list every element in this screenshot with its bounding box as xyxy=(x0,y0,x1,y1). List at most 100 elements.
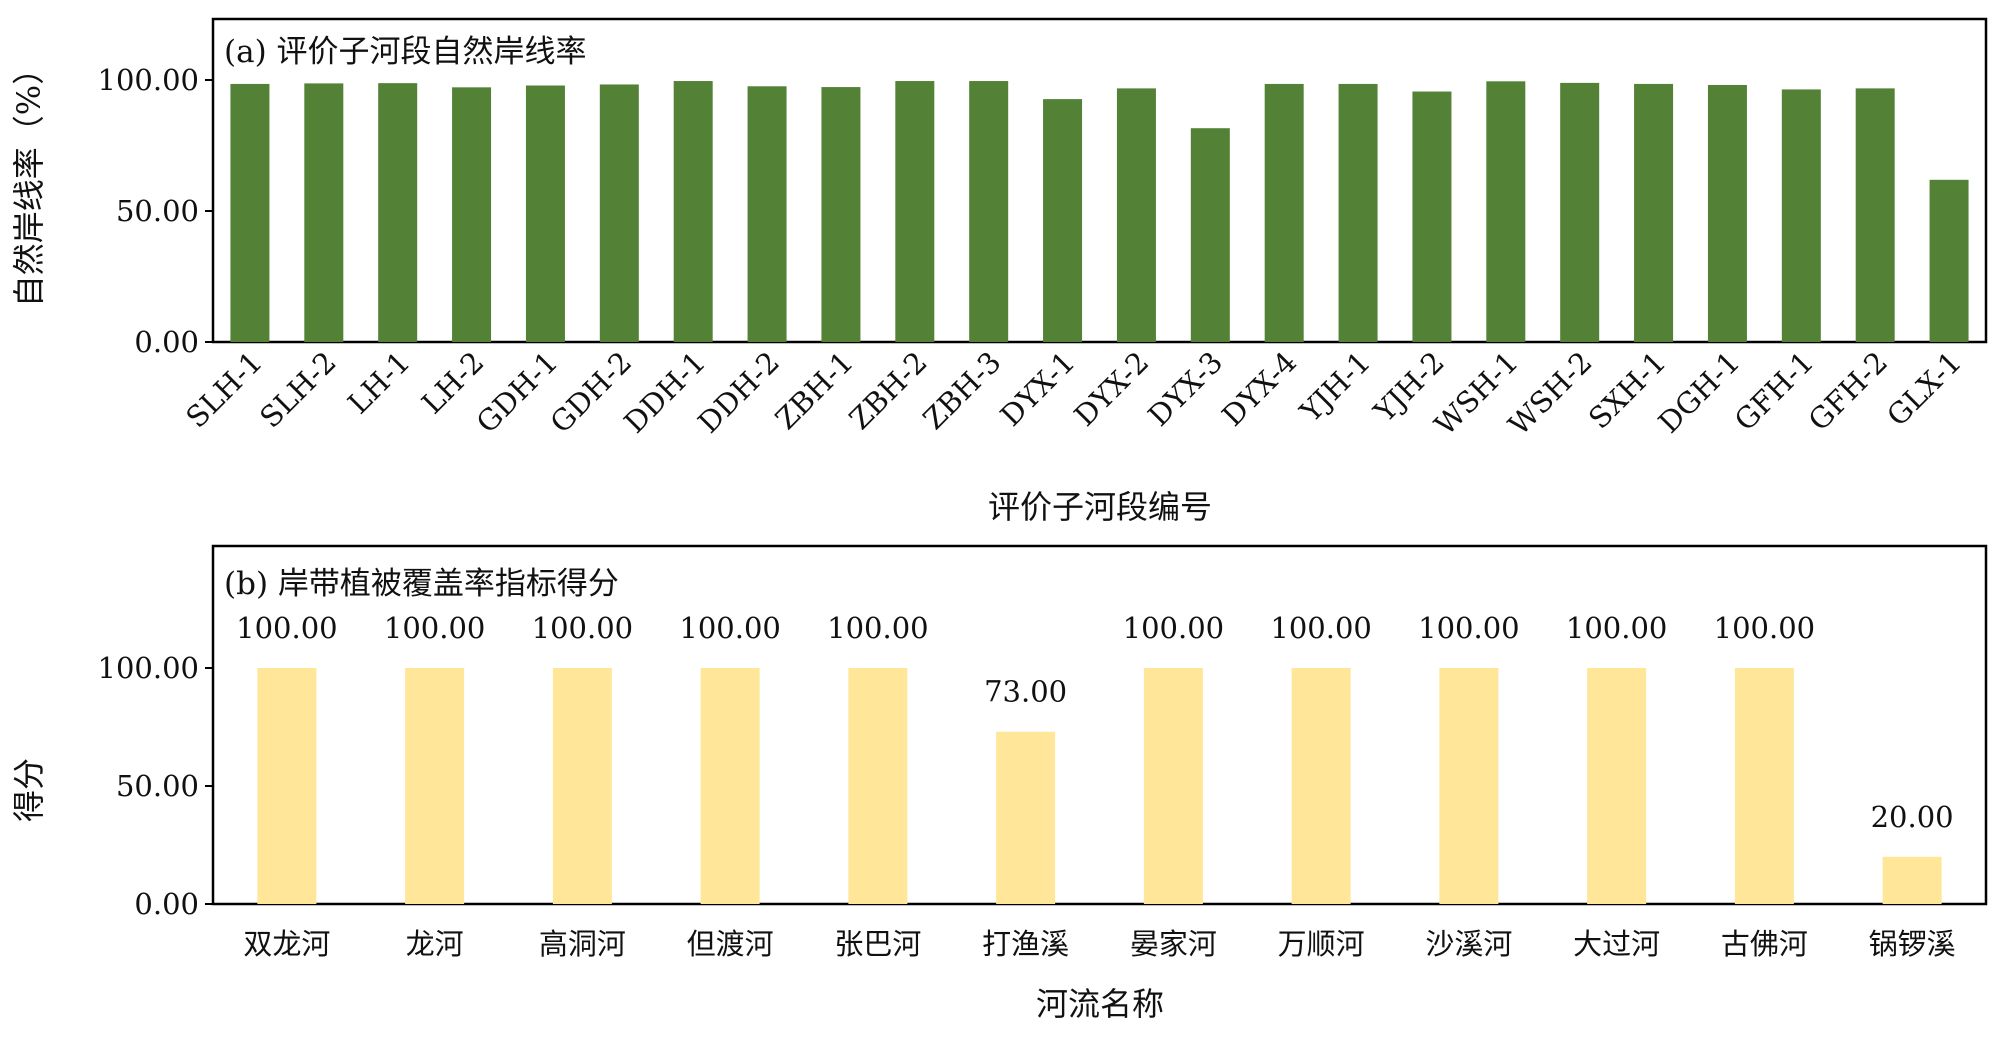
panel-b-title: (b) 岸带植被覆盖率指标得分 xyxy=(224,566,619,602)
data-label: 100.00 xyxy=(384,611,485,645)
y-tick-label: 100.00 xyxy=(98,63,199,97)
x-tick-label: ZBH-1 xyxy=(769,345,860,436)
panel-a-y-axis-title: 自然岸线率（%） xyxy=(10,53,48,307)
x-tick-label: 双龙河 xyxy=(243,927,330,961)
bar-ZBH-3 xyxy=(969,81,1009,342)
y-tick-label: 50.00 xyxy=(116,769,199,803)
bar-DYX-2 xyxy=(1116,88,1156,342)
x-tick-label: ZBH-2 xyxy=(843,345,934,436)
data-label: 100.00 xyxy=(532,611,633,645)
x-tick-label: 龙河 xyxy=(406,927,464,961)
x-tick-label: ZBH-3 xyxy=(916,345,1007,436)
x-tick-label: 张巴河 xyxy=(834,927,921,961)
data-label: 100.00 xyxy=(236,611,337,645)
data-label: 100.00 xyxy=(1270,611,1371,645)
data-label: 100.00 xyxy=(827,611,928,645)
panel-b-y-axis-title: 得分 xyxy=(10,758,48,822)
bar-龙河 xyxy=(405,668,465,904)
x-tick-label: DYX-1 xyxy=(994,345,1082,433)
panel-a-frame xyxy=(211,17,1988,344)
bar-ZBH-1 xyxy=(821,87,861,342)
x-tick-label: DYX-2 xyxy=(1068,345,1156,433)
bar-但渡河 xyxy=(700,668,760,904)
x-tick-label: 高洞河 xyxy=(539,927,626,961)
bar-GDH-1 xyxy=(525,85,565,342)
panel-a-natural-shoreline-rate: (a) 评价子河段自然岸线率 0.00 50.00 100.00 SLH-1SLH-… xyxy=(10,17,1988,526)
y-tick-label: 50.00 xyxy=(116,194,199,228)
data-label: 100.00 xyxy=(1566,611,1667,645)
x-tick-label: GDH-2 xyxy=(544,345,639,440)
data-label: 100.00 xyxy=(1714,611,1815,645)
x-tick-label: DGH-1 xyxy=(1652,345,1747,440)
x-tick-label: 万顺河 xyxy=(1278,927,1365,961)
x-tick-label: DYX-3 xyxy=(1141,345,1229,433)
panel-b-data-labels: 100.00 100.00 100.00 100.00 100.00 73.00 100.0… xyxy=(236,611,1954,834)
bar-YJH-2 xyxy=(1412,91,1452,342)
x-tick-label: DDH-2 xyxy=(691,345,786,440)
bar-双龙河 xyxy=(257,668,317,904)
bar-DGH-1 xyxy=(1707,84,1747,342)
panel-b-bars xyxy=(257,668,1942,904)
data-label: 100.00 xyxy=(679,611,780,645)
x-tick-label: WSH-2 xyxy=(1502,345,1599,442)
bar-打渔溪 xyxy=(996,731,1056,904)
x-tick-label: GFH-1 xyxy=(1728,345,1821,438)
bar-DYX-1 xyxy=(1043,99,1083,342)
bar-DDH-1 xyxy=(673,81,713,342)
bar-WSH-1 xyxy=(1486,81,1526,342)
bar-SXH-1 xyxy=(1634,83,1674,343)
panel-b-y-axis: 0.00 50.00 100.00 xyxy=(98,651,213,921)
bar-GFH-2 xyxy=(1855,88,1895,342)
panel-a-bars xyxy=(230,81,1969,343)
bar-GFH-1 xyxy=(1781,89,1821,342)
bar-DDH-2 xyxy=(747,86,787,343)
x-tick-label: YJH-1 xyxy=(1293,345,1377,429)
y-tick-label: 0.00 xyxy=(134,325,199,359)
x-tick-label: GFH-2 xyxy=(1802,345,1895,438)
bar-张巴河 xyxy=(848,668,908,904)
bar-DYX-3 xyxy=(1190,128,1230,342)
bar-古佛河 xyxy=(1734,668,1794,904)
x-tick-label: 沙溪河 xyxy=(1425,927,1512,961)
bar-GLX-1 xyxy=(1929,179,1969,342)
panel-a-x-axis-title: 评价子河段编号 xyxy=(988,488,1212,526)
x-tick-label: 晏家河 xyxy=(1130,927,1217,961)
y-tick-label: 0.00 xyxy=(134,887,199,921)
panel-a-title: (a) 评价子河段自然岸线率 xyxy=(224,34,587,70)
bar-大过河 xyxy=(1587,668,1647,904)
bar-沙溪河 xyxy=(1439,668,1499,904)
data-label: 100.00 xyxy=(1123,611,1224,645)
x-tick-label: LH-1 xyxy=(341,345,417,421)
panel-a-y-axis: 0.00 50.00 100.00 xyxy=(98,63,213,359)
y-tick-label: 100.00 xyxy=(98,651,199,685)
x-tick-label: DDH-1 xyxy=(617,345,712,440)
panel-b-x-axis: 双龙河 龙河 高洞河 但渡河 张巴河 打渔溪 晏家河 万顺河 沙溪河 大过河 古佛河 锅锣溪 xyxy=(243,927,1955,961)
x-tick-label: 锅锣溪 xyxy=(1869,927,1956,961)
bar-LH-1 xyxy=(378,83,418,343)
bar-SLH-1 xyxy=(230,83,270,343)
bar-锅锣溪 xyxy=(1882,856,1942,904)
data-label: 100.00 xyxy=(1418,611,1519,645)
x-tick-label: DYX-4 xyxy=(1215,345,1303,433)
data-label: 20.00 xyxy=(1871,800,1954,834)
bar-晏家河 xyxy=(1143,668,1203,904)
x-tick-label: GLX-1 xyxy=(1880,345,1968,433)
x-tick-label: 打渔溪 xyxy=(982,927,1069,961)
bar-DYX-4 xyxy=(1264,83,1304,343)
panel-b-x-axis-title: 河流名称 xyxy=(1036,985,1164,1023)
bar-GDH-2 xyxy=(599,84,639,342)
panel-b-frame xyxy=(211,544,1988,906)
bar-LH-2 xyxy=(452,87,492,342)
bar-SLH-2 xyxy=(304,83,344,342)
bar-高洞河 xyxy=(552,668,612,904)
x-tick-label: SLH-2 xyxy=(253,345,343,435)
x-tick-label: GDH-1 xyxy=(470,345,565,440)
bar-万顺河 xyxy=(1291,668,1351,904)
bar-ZBH-2 xyxy=(895,81,935,342)
bar-WSH-2 xyxy=(1560,82,1600,343)
x-tick-label: 古佛河 xyxy=(1721,927,1808,961)
x-tick-label: 但渡河 xyxy=(687,927,774,961)
data-label: 73.00 xyxy=(984,675,1067,709)
